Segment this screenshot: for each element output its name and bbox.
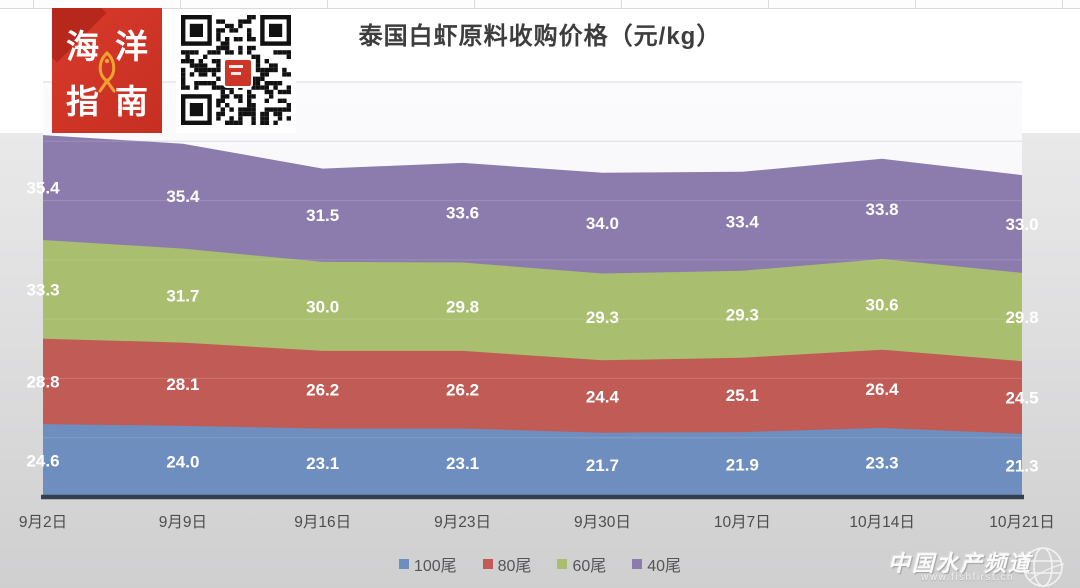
data-label: 23.1 bbox=[446, 454, 479, 473]
data-label: 24.5 bbox=[1005, 389, 1038, 408]
spreadsheet-gridline bbox=[915, 0, 916, 8]
legend-marker bbox=[632, 559, 643, 569]
legend-label: 80尾 bbox=[497, 558, 532, 575]
data-label: 24.4 bbox=[586, 388, 620, 407]
data-label: 26.4 bbox=[866, 380, 900, 399]
data-label: 35.4 bbox=[166, 187, 200, 206]
legend-item-0: 100尾 bbox=[398, 552, 457, 576]
legend-marker bbox=[398, 559, 409, 569]
fish-icon bbox=[98, 50, 116, 92]
legend-item-1: 80尾 bbox=[482, 552, 532, 576]
legend-label: 60尾 bbox=[572, 558, 607, 575]
data-label: 29.8 bbox=[446, 298, 479, 317]
data-label: 26.2 bbox=[446, 381, 479, 400]
data-label: 29.3 bbox=[726, 305, 759, 324]
data-label: 23.3 bbox=[866, 454, 899, 473]
data-label: 21.9 bbox=[726, 456, 759, 475]
data-label: 24.6 bbox=[26, 452, 59, 471]
brand-logo: 海 洋 指 南 bbox=[52, 8, 162, 133]
data-label: 30.0 bbox=[306, 297, 339, 316]
data-label: 21.7 bbox=[586, 456, 619, 475]
spreadsheet-gridline bbox=[327, 0, 328, 8]
legend-marker bbox=[557, 559, 568, 569]
x-axis-label: 9月16日 bbox=[294, 514, 351, 531]
data-label: 25.1 bbox=[726, 386, 759, 405]
watermark-url: www.fishfirst.cn bbox=[921, 572, 1014, 583]
data-label: 34.0 bbox=[586, 214, 619, 233]
area-series-0 bbox=[43, 424, 1022, 497]
legend-item-2: 60尾 bbox=[557, 552, 606, 576]
spreadsheet-gridline bbox=[474, 0, 475, 8]
data-label: 33.8 bbox=[866, 200, 899, 219]
x-axis-label: 10月7日 bbox=[714, 514, 771, 531]
data-label: 33.6 bbox=[446, 204, 479, 223]
spreadsheet-gridline bbox=[1062, 0, 1063, 8]
qr-center-logo bbox=[223, 58, 253, 88]
data-label: 33.0 bbox=[1005, 215, 1038, 234]
spreadsheet-gridline bbox=[768, 0, 769, 8]
legend-label: 100尾 bbox=[413, 558, 457, 575]
data-label: 28.8 bbox=[26, 372, 59, 391]
data-label: 24.0 bbox=[166, 452, 199, 471]
data-label: 30.6 bbox=[866, 295, 899, 314]
spreadsheet-gridline bbox=[621, 0, 622, 8]
qr-pattern bbox=[181, 15, 291, 125]
data-label: 29.3 bbox=[586, 308, 619, 327]
logo-char: 南 bbox=[115, 84, 148, 121]
legend-item-3: 40尾 bbox=[632, 552, 681, 576]
data-label: 21.3 bbox=[1005, 456, 1038, 475]
data-label: 29.8 bbox=[1005, 308, 1038, 327]
spreadsheet-gridlines bbox=[0, 0, 1080, 9]
data-label: 23.1 bbox=[306, 454, 339, 473]
data-label: 26.2 bbox=[306, 381, 339, 400]
data-label: 28.1 bbox=[166, 375, 199, 394]
spreadsheet-gridline bbox=[0, 8, 1080, 9]
spreadsheet-gridline bbox=[180, 0, 181, 8]
watermark: 中国水产频道 www.fishfirst.cn bbox=[836, 544, 1066, 588]
logo-char: 洋 bbox=[115, 29, 148, 66]
legend-marker bbox=[482, 559, 493, 569]
logo-char: 海 bbox=[66, 29, 99, 66]
x-axis-label: 10月14日 bbox=[849, 514, 914, 531]
data-label: 31.5 bbox=[306, 206, 339, 225]
qr-code bbox=[176, 9, 296, 133]
chart-legend: 100尾 80尾 60尾 40尾 bbox=[0, 552, 1080, 576]
logo-characters: 海 洋 指 南 bbox=[58, 16, 156, 126]
x-axis-label: 9月30日 bbox=[574, 514, 631, 531]
x-axis-label: 10月21日 bbox=[989, 514, 1054, 531]
x-axis-label: 9月2日 bbox=[19, 514, 67, 531]
x-axis-label: 9月9日 bbox=[159, 514, 207, 531]
chart-title: 泰国白虾原料收购价格（元/kg） bbox=[358, 23, 722, 50]
data-label: 35.4 bbox=[26, 179, 60, 198]
globe-icon bbox=[1023, 547, 1065, 587]
data-label: 31.7 bbox=[166, 287, 199, 306]
watermark-name: 中国水产频道 bbox=[887, 551, 1032, 576]
x-axis-label: 9月23日 bbox=[434, 514, 491, 531]
data-label: 33.4 bbox=[726, 212, 760, 231]
legend-label: 40尾 bbox=[647, 558, 682, 575]
data-label: 33.3 bbox=[26, 280, 59, 299]
logo-char: 指 bbox=[66, 84, 99, 121]
spreadsheet-gridline bbox=[33, 0, 34, 8]
